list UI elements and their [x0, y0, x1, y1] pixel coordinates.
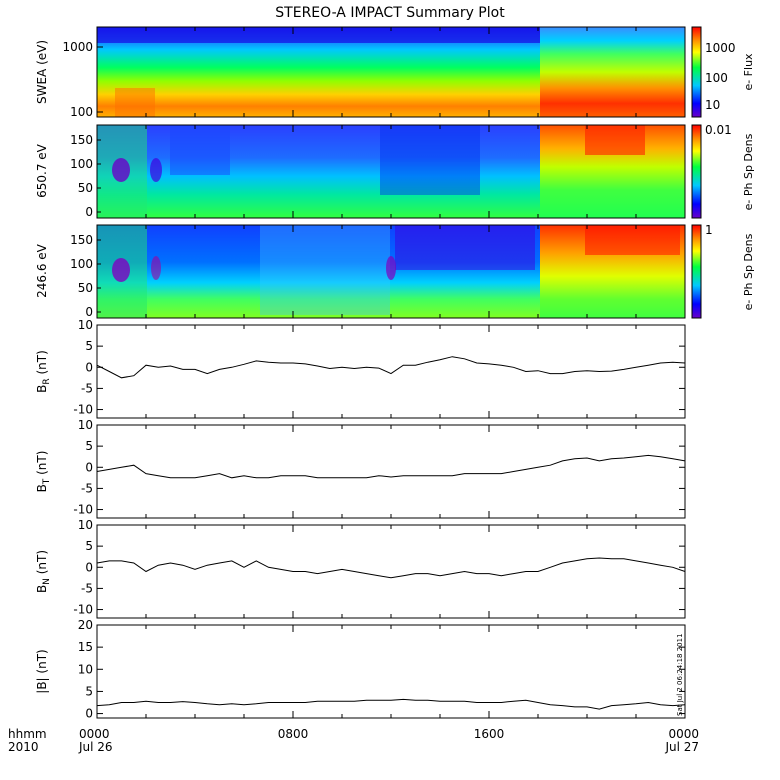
swea-ytick-1000: 1000	[62, 40, 93, 54]
pad-650-ytick-0: 0	[85, 205, 93, 219]
swea-ylabel: SWEA (eV)	[35, 40, 49, 104]
bt-ylabel-main: B	[35, 484, 49, 492]
bt-series-line	[96, 454, 686, 479]
br-series-line	[96, 356, 686, 379]
pad-246-ytick-150: 150	[70, 233, 93, 247]
pad-246-ytick-0: 0	[85, 305, 93, 319]
bmag-series-line	[96, 698, 686, 710]
bmag-ylabel: |B| (nT)	[35, 649, 49, 693]
bt-frame	[96, 424, 686, 519]
bn-ytick-label: -5	[81, 581, 93, 595]
bmag-ytick-label: 0	[85, 707, 93, 721]
swea-colorbar	[691, 26, 702, 118]
bmag-ytick-label: 20	[78, 618, 93, 632]
bt-ylabel-sub: T	[42, 478, 52, 485]
pad-650-yticks: 150 100 50 0	[70, 133, 101, 219]
bn-ylabel-sub: N	[42, 578, 52, 585]
plot-timestamp: Sat Jul 2 06:24:18 2011	[676, 633, 684, 716]
bt-ytick-label: 5	[85, 439, 93, 453]
x-tick-label-time: 1600	[474, 727, 505, 741]
bn-ytick-label: 0	[85, 560, 93, 574]
pad-650-cb-tick: 0.01	[705, 123, 732, 137]
swea-cb-label: e- Flux	[742, 53, 755, 91]
br-ytick-label: 5	[85, 339, 93, 353]
pad-246-spectrogram	[97, 225, 685, 318]
pad-246-ylabel: 246.6 eV	[35, 243, 49, 298]
bn-ytick-label: -10	[73, 603, 93, 617]
swea-yticks: 1000 100	[62, 40, 103, 119]
pad-246-cb-tick: 1	[705, 223, 713, 237]
x-tick-label-time: 0800	[278, 727, 309, 741]
swea-cb-tick-100: 100	[705, 71, 728, 85]
br-ylabel-sub: R	[42, 378, 52, 384]
pad-650-colorbar	[691, 124, 702, 219]
pad-650-ytick-150: 150	[70, 133, 93, 147]
bmag-ytick-label: 5	[85, 684, 93, 698]
plot-title: STEREO-A IMPACT Summary Plot	[275, 5, 505, 21]
pad-650-cb-label: e- Ph Sp Dens	[742, 133, 755, 210]
br-panel: 10 5 0 -5 -10 BR (nT)	[35, 318, 686, 419]
pad-246-ytick-50: 50	[78, 281, 93, 295]
bn-ytick-label: 10	[78, 518, 93, 532]
footer-hhmm: hhmm	[8, 727, 47, 741]
x-tick-label-date: Jul 27	[664, 740, 699, 754]
pad-246-yticks: 150 100 50 0	[70, 233, 101, 319]
x-tick-label-time: 0000	[668, 727, 699, 741]
bt-ytick-label: 0	[85, 460, 93, 474]
swea-ytick-100: 100	[70, 105, 93, 119]
pad-246-cb-label: e- Ph Sp Dens	[742, 233, 755, 310]
br-ytick-label: 10	[78, 318, 93, 332]
br-ytick-label: -10	[73, 403, 93, 417]
bmag-ytick-label: 10	[78, 662, 93, 676]
footer-year: 2010	[8, 740, 39, 754]
bt-ytick-label: -5	[81, 481, 93, 495]
bt-ytick-label: 10	[78, 418, 93, 432]
bt-panel: 10 5 0 -5 -10 BT (nT)	[35, 418, 686, 519]
pad-650-spectrogram	[97, 125, 685, 218]
bt-ylabel: BT (nT)	[35, 451, 52, 493]
br-ytick-label: 0	[85, 360, 93, 374]
bt-ylabel-unit: (nT)	[35, 451, 49, 479]
br-ytick-label: -5	[81, 381, 93, 395]
x-tick-label-date: Jul 26	[78, 740, 113, 754]
bt-ytick-label: -10	[73, 503, 93, 517]
br-ylabel-main: B	[35, 385, 49, 393]
bmag-ytick-label: 15	[78, 640, 93, 654]
bn-frame	[96, 524, 686, 619]
pad-650-ytick-50: 50	[78, 181, 93, 195]
br-frame	[96, 324, 686, 419]
pad-650-ytick-100: 100	[70, 157, 93, 171]
bn-ytick-label: 5	[85, 539, 93, 553]
swea-spectrogram	[97, 27, 685, 117]
bn-ylabel-main: B	[35, 585, 49, 593]
pad-650-ylabel: 650.7 eV	[35, 143, 49, 198]
br-ylabel: BR (nT)	[35, 350, 52, 393]
swea-cb-tick-10: 10	[705, 98, 720, 112]
bn-ylabel-unit: (nT)	[35, 550, 49, 578]
pad-246-ytick-100: 100	[70, 257, 93, 271]
bn-series-line	[96, 557, 686, 579]
bmag-panel: 20 15 10 5 0 |B| (nT)	[35, 618, 686, 721]
bn-ylabel: BN (nT)	[35, 550, 52, 593]
x-tick-label-time: 0000	[79, 727, 110, 741]
bmag-frame	[96, 624, 686, 719]
pad-246-colorbar	[691, 224, 702, 319]
bn-panel: 10 5 0 -5 -10 BN (nT)	[35, 518, 686, 619]
br-ylabel-unit: (nT)	[35, 350, 49, 378]
swea-cb-tick-1000: 1000	[705, 41, 736, 55]
